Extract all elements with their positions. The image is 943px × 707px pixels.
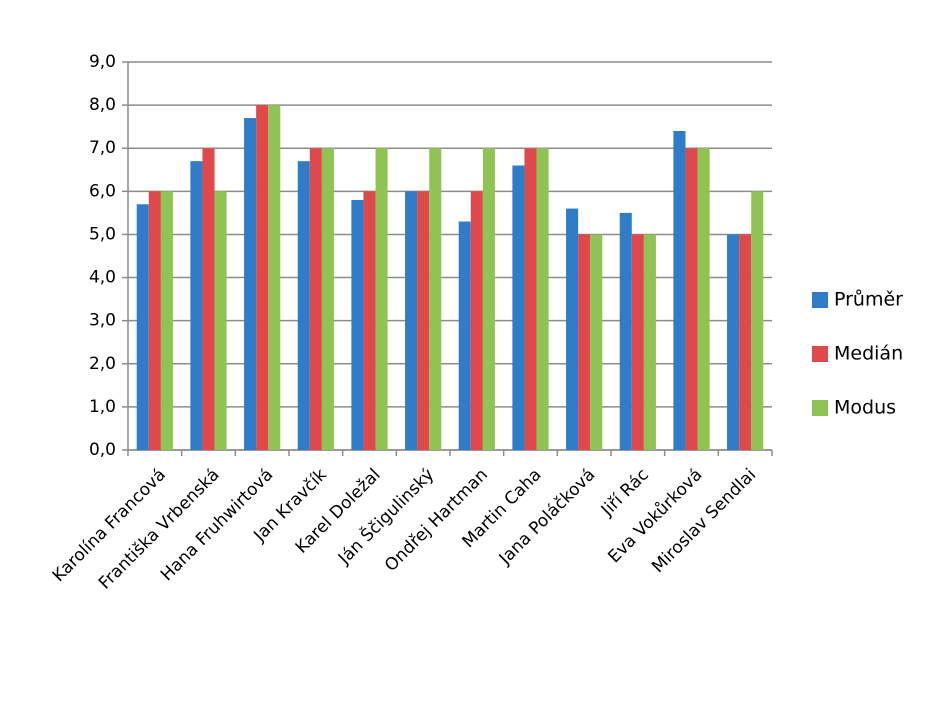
bar xyxy=(697,148,710,450)
legend-swatch xyxy=(812,292,828,308)
bar xyxy=(619,212,632,450)
bar xyxy=(256,105,269,450)
y-tick-label: 8,0 xyxy=(89,95,116,115)
bar xyxy=(363,191,376,451)
y-tick-label: 9,0 xyxy=(89,52,116,72)
bar xyxy=(590,234,603,450)
bar xyxy=(148,191,161,451)
y-tick-label: 1,0 xyxy=(89,397,116,417)
bar xyxy=(417,191,430,451)
bar xyxy=(751,191,764,451)
bar xyxy=(160,191,173,451)
bar xyxy=(643,234,656,450)
bar xyxy=(375,148,388,450)
legend-label: Průměr xyxy=(834,289,903,311)
legend-swatch xyxy=(812,346,828,362)
bar xyxy=(578,234,591,450)
bar xyxy=(739,234,752,450)
y-tick-label: 4,0 xyxy=(89,268,116,288)
x-tick-label: Miroslav Sendlai xyxy=(648,465,760,577)
bar xyxy=(268,105,281,450)
bar xyxy=(309,148,322,450)
bar xyxy=(566,208,579,450)
bar xyxy=(631,234,644,450)
bar xyxy=(524,148,537,450)
bar xyxy=(202,148,215,450)
bar xyxy=(190,161,203,450)
bar xyxy=(297,161,310,450)
bar xyxy=(512,165,525,450)
x-tick-label: Eva Vokůrková xyxy=(604,465,706,567)
y-tick-label: 7,0 xyxy=(89,138,116,158)
y-tick-label: 0,0 xyxy=(89,440,116,460)
bar xyxy=(405,191,418,451)
bar xyxy=(673,130,686,450)
bar xyxy=(244,118,257,451)
bar xyxy=(351,199,364,450)
bar xyxy=(536,148,549,450)
x-tick-label: Jana Poláčková xyxy=(495,465,599,569)
y-tick-label: 2,0 xyxy=(89,354,116,374)
y-tick-label: 3,0 xyxy=(89,311,116,331)
x-tick-label: Ján Ščigulinský xyxy=(333,464,439,570)
legend-swatch xyxy=(812,400,828,416)
bar xyxy=(214,191,227,451)
legend: Průměr Medián Modus xyxy=(812,289,903,419)
bar xyxy=(470,191,483,451)
bar xyxy=(136,204,149,450)
bar xyxy=(429,148,442,450)
bar xyxy=(458,221,471,450)
legend-label: Modus xyxy=(834,397,896,419)
y-tick-label: 5,0 xyxy=(89,224,116,244)
legend-label: Medián xyxy=(834,343,903,365)
bar xyxy=(685,148,698,450)
bar xyxy=(727,234,740,450)
y-tick-label: 6,0 xyxy=(89,181,116,201)
bar xyxy=(482,148,495,450)
bar xyxy=(321,148,334,450)
